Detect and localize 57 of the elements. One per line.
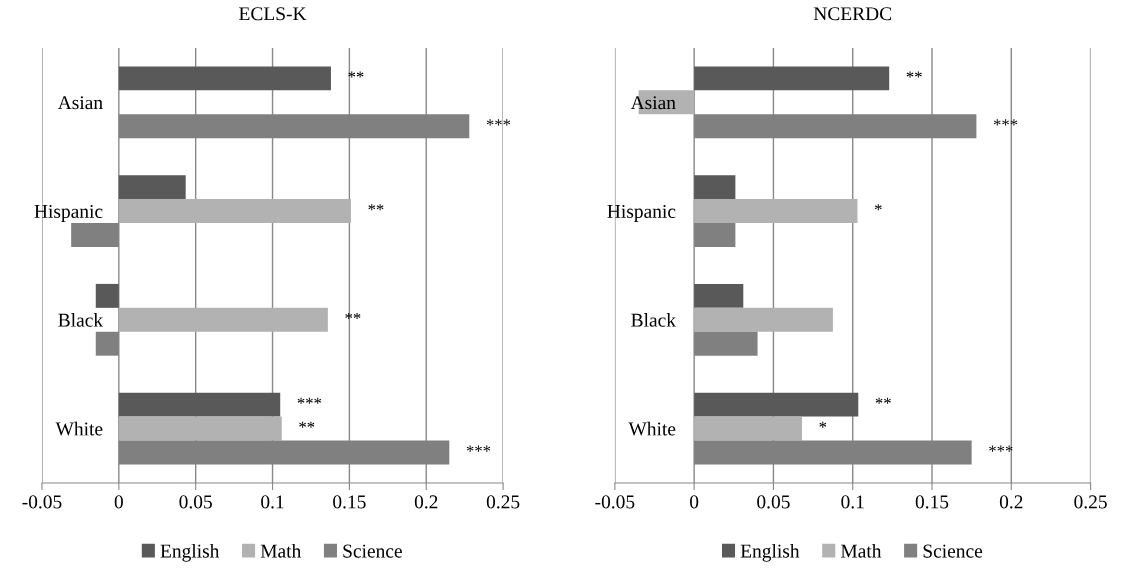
y-tick-label: White [55,421,103,436]
chart-title: NCERDC [813,7,892,21]
y-tick-label: Black [631,313,676,327]
legend-label: Science [923,544,983,558]
data-label: ** [345,312,361,320]
bar [118,307,328,332]
y-tick-label: Asian [630,96,676,110]
legend-label: Math [840,543,882,558]
data-label: *** [297,397,322,404]
x-tick-label: -0.05 [22,495,62,509]
x-tick-label: 0.1 [261,495,284,509]
data-label: ** [368,204,384,211]
x-tick-label: 0.05 [757,495,790,509]
bar [694,416,802,441]
bar [694,392,859,417]
data-label: *** [486,119,511,126]
data-label: *** [993,119,1018,126]
x-tick-label: 0.25 [1074,495,1107,509]
bar [694,283,744,308]
y-tick-label: White [628,421,676,436]
data-label: ** [875,397,891,404]
data-label: * [874,204,882,211]
data-label: ** [348,71,364,78]
data-label: * [819,421,827,428]
x-tick-label: 0 [690,495,699,509]
bar [694,66,890,91]
data-label: ** [906,71,922,78]
bar [694,307,833,332]
data-label: *** [989,445,1013,452]
x-tick-label: 0.2 [414,495,438,509]
bar [95,283,119,308]
x-tick-label: 0.15 [915,495,949,509]
bar [118,392,281,417]
x-tick-label: 0.05 [179,495,212,509]
y-tick-label: Black [58,313,104,327]
bar [118,199,351,223]
bar [118,66,331,91]
y-tick-label: Asian [57,96,103,110]
data-label: *** [466,445,491,452]
legend-label: Science [343,544,402,558]
x-tick-label: 0.15 [333,495,366,509]
legend-label: Math [260,543,302,558]
x-tick-label: 0.1 [841,495,864,509]
x-tick-label: -0.05 [595,495,635,509]
bar [118,416,282,441]
data-label: ** [299,421,315,428]
bar [694,175,736,200]
y-tick-label: Hispanic [34,204,103,222]
bar [118,175,186,200]
x-tick-label: 0.25 [486,495,520,509]
bar [694,199,858,223]
legend-label: English [160,543,220,562]
y-tick-label: Hispanic [607,204,676,222]
legend-label: English [740,543,800,562]
chart-title: ECLS-K [239,7,307,21]
x-tick-label: 0 [114,495,123,509]
x-tick-label: 0.2 [999,495,1023,509]
